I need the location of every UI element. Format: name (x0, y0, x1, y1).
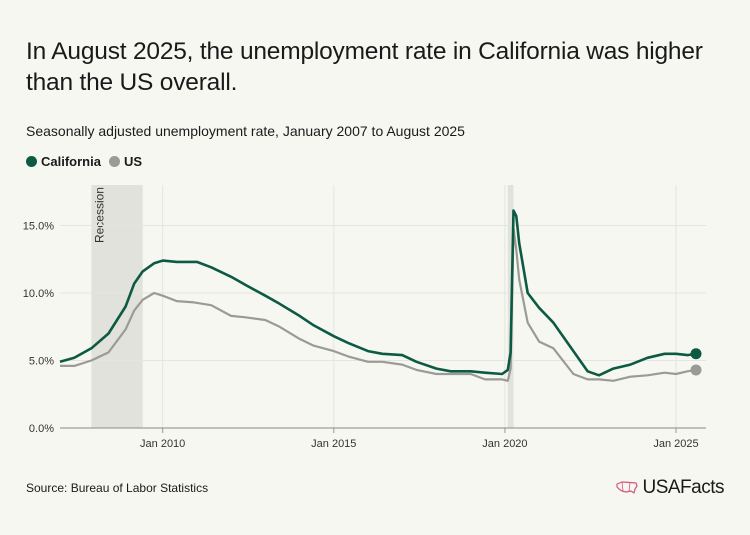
shaded-region-label: Recession (92, 187, 106, 243)
legend-item-us: US (108, 154, 143, 169)
us-map-icon (616, 481, 639, 494)
legend-label-us: US (123, 154, 143, 169)
legend-swatch-california (26, 156, 37, 167)
x-tick-label: Jan 2025 (653, 438, 698, 450)
chart-subtitle: Seasonally adjusted unemployment rate, J… (26, 123, 465, 139)
legend: California US (26, 154, 142, 169)
y-tick-label: 15.0% (23, 221, 54, 233)
legend-label-california: California (41, 154, 101, 169)
logo-text: USAFacts (642, 477, 724, 498)
source-note: Source: Bureau of Labor Statistics (26, 481, 209, 495)
x-tick-label: Jan 2020 (482, 438, 527, 450)
series-endpoint-california (690, 348, 702, 360)
x-tick-label: Jan 2010 (140, 438, 185, 450)
legend-swatch-us (108, 156, 120, 167)
y-tick-label: 10.0% (23, 288, 54, 300)
y-tick-label: 5.0% (29, 356, 54, 368)
legend-item-california: California (26, 154, 101, 169)
x-tick-label: Jan 2015 (311, 438, 356, 450)
y-tick-label: 0.0% (29, 423, 54, 435)
chart-title: In August 2025, the unemployment rate in… (26, 38, 703, 96)
series-endpoint-us (690, 364, 702, 376)
series-line-california (59, 209, 697, 377)
usafacts-logo: USAFacts (616, 477, 724, 499)
series-line-us (60, 227, 697, 382)
line-chart: Recession 0.0% 5.0% 10.0% 15.0% Jan 2010 Jan 2… (23, 185, 706, 450)
